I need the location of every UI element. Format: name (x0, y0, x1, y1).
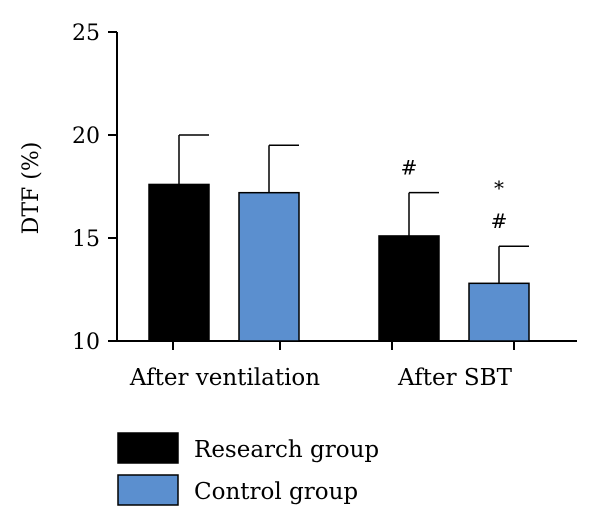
y-tick-label: 25 (72, 21, 100, 46)
bar (378, 235, 440, 342)
significance-marker: * (494, 176, 504, 200)
significance-marker: # (491, 209, 508, 233)
error-bars-group (178, 134, 529, 284)
bar (468, 282, 530, 342)
legend-label: Research group (194, 437, 379, 463)
legend-label: Control group (194, 479, 358, 505)
x-axis: After ventilation After SBT (117, 340, 577, 391)
y-axis-label: DTF (%) (19, 142, 44, 235)
legend-swatch (117, 474, 179, 506)
legend: Research group Control group (117, 432, 379, 506)
bar (148, 183, 210, 342)
y-tick-label: 20 (72, 124, 100, 149)
legend-swatch (117, 432, 179, 464)
y-tick-label: 15 (72, 227, 100, 252)
x-category-label: After SBT (397, 365, 513, 391)
annotations-group: # # * (401, 156, 508, 234)
significance-marker: # (401, 156, 418, 180)
x-category-label: After ventilation (129, 365, 320, 391)
bar (238, 191, 300, 342)
y-axis: 10 15 20 25 (72, 21, 118, 355)
y-tick-label: 10 (72, 330, 100, 355)
bars-group (148, 183, 530, 342)
